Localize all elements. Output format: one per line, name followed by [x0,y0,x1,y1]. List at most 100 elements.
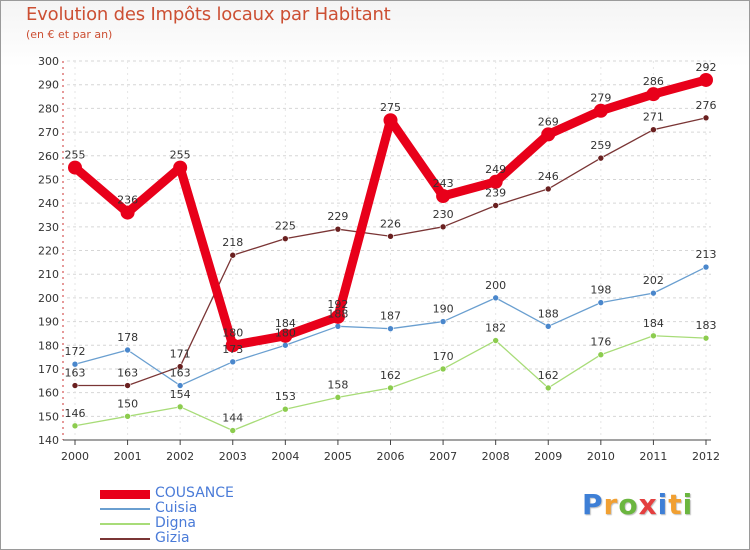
data-point-cuisia [387,325,394,332]
data-point-cousance [330,309,345,324]
data-label-gizia: 229 [327,210,348,223]
data-label-cousance: 243 [433,177,454,190]
data-point-digna [229,427,237,434]
data-point-cuisia [124,346,131,354]
data-label-gizia: 163 [117,367,138,380]
data-label-gizia: 163 [65,367,86,380]
y-tick-label: 180 [38,339,59,352]
chart-subtitle: (en € et par an) [26,28,113,41]
legend-label-cousance: COUSANCE [155,485,234,501]
data-label-gizia: 230 [433,208,454,221]
y-tick-label: 260 [38,150,59,163]
data-point-digna [71,422,79,430]
x-tick-label: 2004 [271,450,299,463]
data-point-cuisia [702,263,710,271]
data-label-cousance: 279 [590,92,611,105]
data-point-gizia [124,382,131,389]
data-point-cousance [699,72,713,87]
data-point-cousance [173,160,188,175]
logo-letter: i [682,488,694,521]
data-point-gizia [702,114,710,122]
data-label-cousance: 192 [327,298,348,311]
y-tick-label: 200 [38,292,59,305]
data-point-cousance [68,160,82,175]
y-tick-label: 220 [38,245,59,258]
data-point-gizia [229,251,237,259]
x-tick-label: 2003 [219,450,247,463]
data-point-gizia [492,202,499,209]
data-point-cuisia [544,322,552,330]
y-tick-label: 230 [38,221,59,234]
data-label-digna: 150 [117,397,138,410]
data-label-cousance: 269 [538,115,559,128]
data-label-cuisia: 187 [380,310,401,323]
data-label-cousance: 292 [696,61,717,74]
data-point-cousance [646,87,661,102]
data-point-cousance [278,328,293,343]
data-point-cuisia [334,322,342,330]
data-point-digna [650,332,657,340]
data-label-cuisia: 180 [275,326,296,339]
logo-letter: t [668,488,683,521]
data-label-digna: 146 [65,407,86,420]
x-tick-label: 2005 [324,450,352,463]
y-tick-label: 160 [38,387,59,400]
data-label-gizia: 271 [643,111,664,124]
data-label-cousance: 180 [222,326,243,339]
legend-swatch-digna [100,523,150,525]
data-label-cousance: 236 [117,194,138,207]
logo-letter: r [603,488,619,521]
legend-swatch-cuisia [100,508,150,510]
data-label-cuisia: 178 [117,331,138,344]
logo-letter: i [657,488,669,521]
data-label-cuisia: 163 [170,367,191,380]
data-point-digna [387,384,394,392]
data-point-digna [544,384,552,392]
x-tick-label: 2006 [377,450,405,463]
data-label-cousance: 255 [170,149,191,162]
y-tick-label: 280 [38,102,59,115]
data-point-gizia [282,235,289,242]
data-point-gizia [650,126,657,133]
data-point-gizia [334,225,342,233]
x-tick-label: 2009 [534,450,562,463]
data-label-cuisia: 173 [222,343,243,356]
y-tick-label: 250 [38,173,59,186]
data-point-gizia [387,232,394,240]
data-point-digna [702,334,710,342]
data-label-cuisia: 198 [590,284,611,297]
data-label-gizia: 276 [696,99,717,112]
data-label-digna: 154 [170,388,191,401]
data-label-digna: 170 [433,350,454,363]
data-point-gizia [439,223,447,231]
data-label-cuisia: 202 [643,274,664,287]
data-point-cuisia [492,294,499,302]
data-point-cousance [383,113,398,128]
data-point-cuisia [176,382,184,389]
logo-letter: P [582,488,604,521]
data-label-digna: 162 [380,369,401,382]
y-tick-label: 240 [38,197,59,210]
legend-label-cuisia: Cuisia [155,500,198,516]
x-tick-label: 2001 [114,450,142,463]
data-point-gizia [597,154,605,162]
data-point-cuisia [650,289,657,297]
data-point-gizia [176,363,184,370]
data-point-digna [597,351,605,359]
data-label-digna: 144 [222,412,243,425]
data-point-cousance [120,205,135,220]
data-label-gizia: 171 [170,348,191,361]
data-label-cuisia: 213 [696,248,717,261]
data-label-gizia: 246 [538,170,559,183]
chart-title: Evolution des Impôts locaux par Habitant [26,4,391,25]
data-label-cousance: 275 [380,101,401,114]
data-label-digna: 176 [590,336,611,349]
data-point-digna [439,365,447,373]
data-point-digna [334,394,342,401]
data-label-gizia: 226 [380,217,401,230]
data-label-cuisia: 188 [538,307,559,320]
x-tick-label: 2011 [639,450,667,463]
x-tick-label: 2010 [587,450,615,463]
x-tick-label: 2008 [482,450,510,463]
